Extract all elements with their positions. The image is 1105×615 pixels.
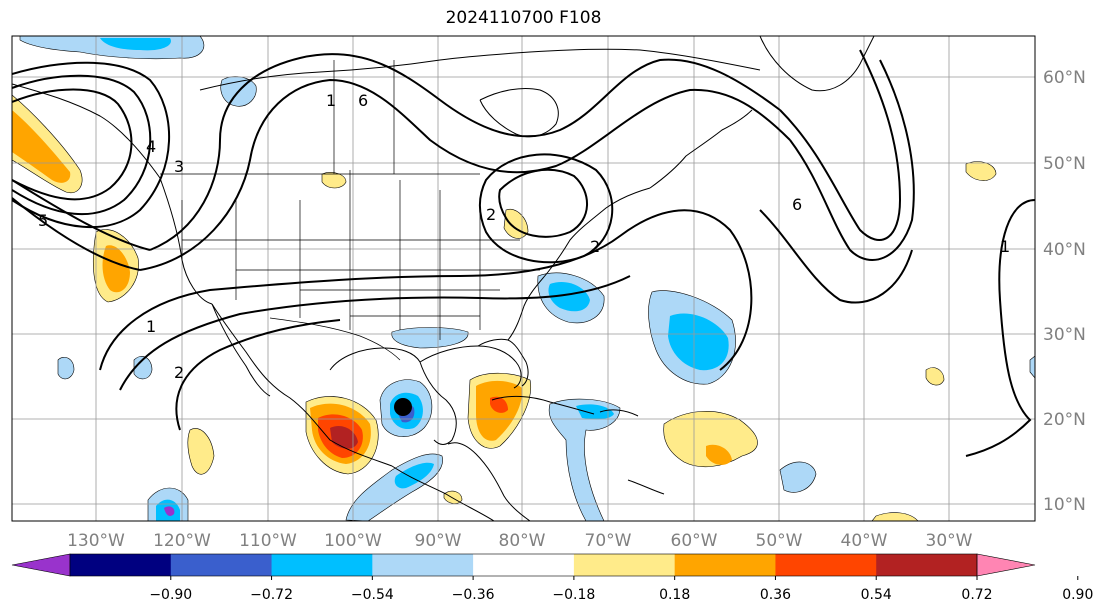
lon-label: 110°W (239, 531, 297, 551)
lon-label: 50°W (756, 531, 803, 551)
colorbar-tick-label: −0.72 (250, 587, 293, 603)
contour-labels: 1 2 3 4 5 6 2 1 1 2 6 (38, 91, 1010, 382)
lat-label: 10°N (1043, 495, 1086, 515)
colorbar-tick-label: −0.36 (452, 587, 495, 603)
lat-label: 40°N (1043, 240, 1086, 260)
lon-label: 130°W (67, 531, 125, 551)
colorbar-segment (876, 554, 978, 576)
colorbar-segment (573, 554, 676, 576)
colorbar-frame (69, 553, 978, 577)
contour-label: 4 (146, 137, 156, 156)
colorbar-tick-label: 0.18 (659, 587, 690, 603)
colorbar-ticks: −0.90 −0.72 −0.54 −0.36 −0.18 0.18 0.36 0.54 0.7… (149, 576, 1093, 603)
lon-label: 70°W (585, 531, 632, 551)
lon-label: 100°W (324, 531, 382, 551)
colorbar-segment (170, 554, 273, 576)
colorbar-extend-high (976, 553, 1036, 577)
map-panel (12, 36, 1035, 521)
colorbar-tick-label: −0.18 (552, 587, 595, 603)
map-title: 2024110700 F108 (445, 8, 602, 28)
colorbar-segment (674, 554, 776, 576)
contour-label: 2 (486, 205, 496, 224)
lon-label: 120°W (153, 531, 211, 551)
colorbar-tick-label: 0.90 (1062, 587, 1093, 603)
colorbar-tick-label: 0.72 (961, 587, 992, 603)
colorbar-segment (271, 554, 373, 576)
colorbar (11, 553, 1036, 577)
lat-label: 20°N (1043, 410, 1086, 430)
lon-label: 40°W (841, 531, 888, 551)
colorbar-extend-low (11, 553, 71, 577)
storm-center-marker (394, 398, 412, 416)
lat-label: 30°N (1043, 325, 1086, 345)
colorbar-segment (372, 554, 474, 576)
map-border (11, 35, 1036, 522)
coastlines (12, 36, 875, 521)
lon-label: 30°W (926, 531, 973, 551)
contour-label: 6 (358, 91, 368, 110)
colorbar-tick-label: −0.90 (149, 587, 192, 603)
contour-label: 6 (792, 195, 802, 214)
contour-label: 1 (146, 317, 156, 336)
latitude-labels: 60°N 50°N 40°N 30°N 20°N 10°N (1043, 68, 1086, 515)
colorbar-tick-label: −0.54 (351, 587, 394, 603)
colorbar-tick-label: 0.36 (760, 587, 791, 603)
lon-label: 80°W (499, 531, 546, 551)
lon-label: 60°W (671, 531, 718, 551)
graticule (12, 36, 1035, 521)
lon-label: 90°W (415, 531, 462, 551)
contour-label: 1 (326, 91, 336, 110)
contour-label: 1 (1000, 237, 1010, 256)
contour-label: 2 (174, 363, 184, 382)
colorbar-segment (70, 554, 172, 576)
colorbar-segment (473, 554, 575, 576)
height-contours (12, 49, 1035, 457)
contour-label: 3 (174, 157, 184, 176)
contour-label: 5 (38, 211, 48, 230)
contour-label: 2 (590, 237, 600, 256)
colorbar-segment (775, 554, 877, 576)
colorbar-tick-label: 0.54 (861, 587, 892, 603)
longitude-labels: 130°W 120°W 110°W 100°W 90°W 80°W 70°W 6… (67, 531, 973, 551)
political-borders (160, 60, 540, 361)
lat-label: 50°N (1043, 154, 1086, 174)
lat-label: 60°N (1043, 68, 1086, 88)
